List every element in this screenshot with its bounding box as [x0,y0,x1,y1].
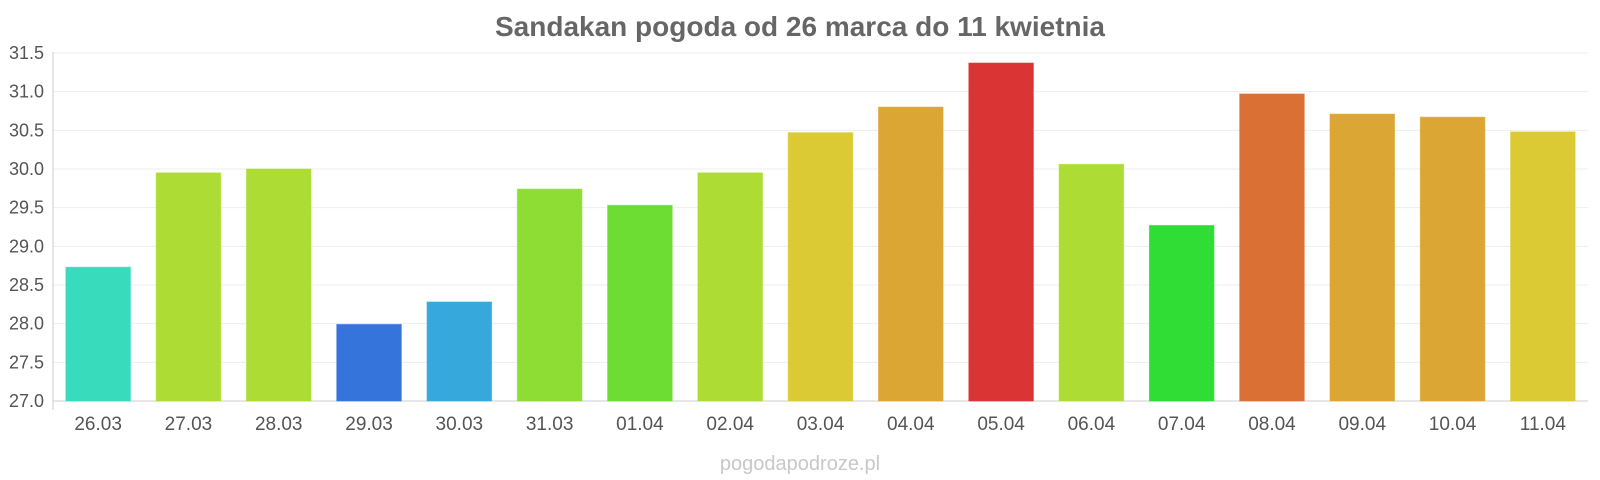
x-tick-label: 27.03 [165,414,213,435]
bar-11.04 [1510,131,1576,402]
y-tick-label: 27.5 [9,352,44,372]
x-tick-label: 28.03 [255,414,303,435]
y-tick-label: 30.0 [9,159,44,179]
x-tick-label: 01.04 [616,414,664,435]
x-tick-label: 05.04 [977,414,1025,435]
bar-07.04 [1148,224,1215,402]
bar-29.03 [336,323,402,402]
watermark-text: pogodapodroze.pl [720,453,880,475]
bar-06.04 [1058,163,1125,402]
x-tick-label: 30.03 [436,414,484,435]
bar-09.04 [1329,113,1396,402]
x-axis-ticks: 26.03 27.03 28.03 29.03 30.03 31.03 01.04 02.04… [74,414,1566,435]
bar-02.04 [697,172,763,402]
bar-04.04 [878,106,944,402]
y-tick-label: 31.5 [9,43,44,63]
bar-05.04 [968,62,1034,402]
bar-31.03 [516,188,583,402]
x-tick-label: 10.04 [1429,414,1477,435]
x-tick-label: 07.04 [1158,414,1206,435]
bar-10.04 [1419,116,1486,402]
bars [65,62,1576,402]
chart-title: Sandakan pogoda od 26 marca do 11 kwietn… [495,11,1105,42]
x-tick-label: 06.04 [1068,414,1116,435]
y-axis-ticks: 27.0 27.5 28.0 28.5 29.0 29.5 30.0 30.5 31.0 31.5 [9,43,44,411]
y-tick-label: 28.5 [9,275,44,295]
y-tick-label: 31.0 [9,82,44,102]
x-tick-label: 31.03 [526,414,574,435]
y-tick-label: 30.5 [9,120,44,140]
y-tick-label: 29.0 [9,236,44,256]
bar-30.03 [426,301,493,402]
x-tick-label: 11.04 [1520,414,1567,435]
bar-28.03 [245,168,312,402]
y-tick-label: 27.0 [9,391,44,411]
y-tick-label: 29.5 [9,198,44,218]
x-tick-label: 02.04 [706,414,754,435]
x-tick-label: 04.04 [887,414,935,435]
bar-27.03 [155,172,222,402]
x-tick-label: 09.04 [1338,414,1386,435]
bar-01.04 [607,204,673,402]
bar-03.04 [787,132,854,402]
x-tick-label: 26.03 [74,414,122,435]
y-tick-label: 28.0 [9,314,44,334]
bar-26.03 [65,266,131,402]
x-tick-label: 03.04 [797,414,845,435]
x-tick-label: 08.04 [1248,414,1296,435]
x-tick-label: 29.03 [345,414,393,435]
bar-08.04 [1239,93,1305,402]
